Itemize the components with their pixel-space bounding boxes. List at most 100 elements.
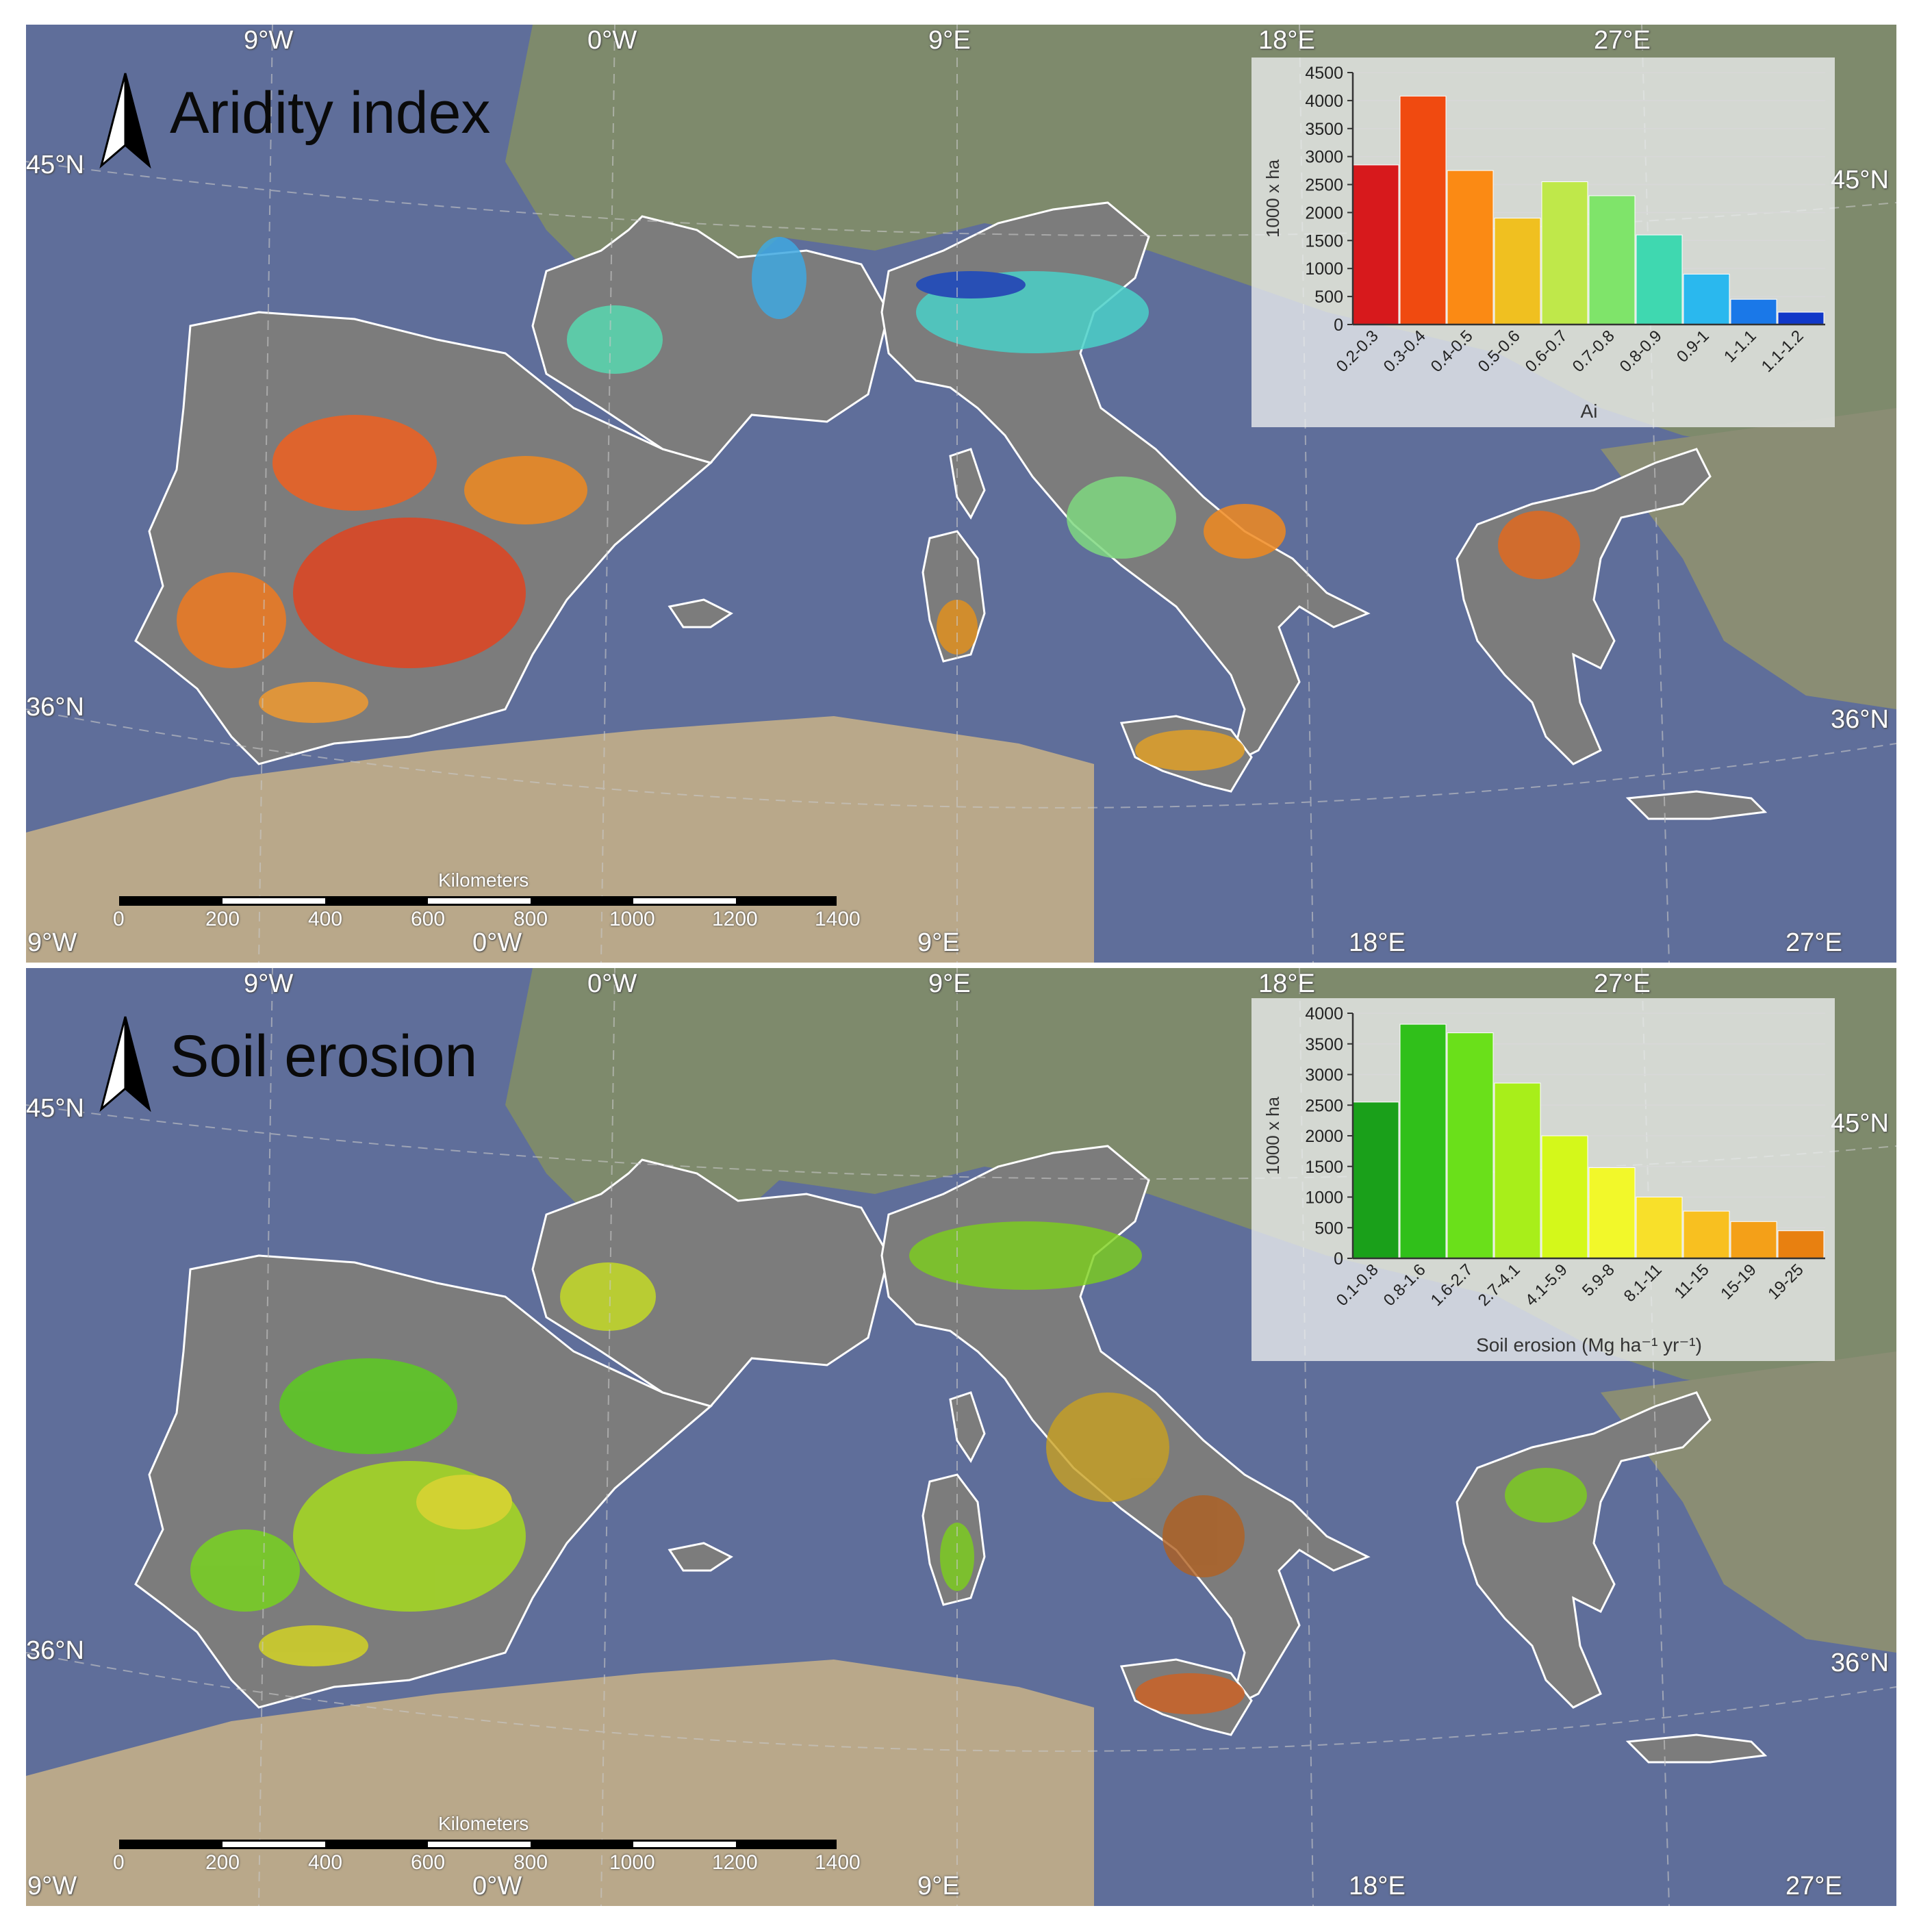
lat-label: 36°N <box>26 1636 84 1665</box>
erosion-patch <box>1135 1673 1245 1714</box>
lat-label: 45°N <box>26 1094 84 1123</box>
lat-label: 45°N <box>26 151 84 179</box>
bar <box>1636 234 1683 325</box>
bar <box>1541 1135 1588 1259</box>
north-arrow-icon <box>99 73 151 169</box>
crete <box>1625 1733 1768 1764</box>
y-tick-label: 4000 <box>1305 92 1343 111</box>
aridity-patch <box>1067 476 1176 559</box>
panel-title: Aridity index <box>170 80 491 146</box>
x-tick-label: 8.1-11 <box>1621 1260 1666 1306</box>
lon-label: 18°E <box>1349 1872 1406 1901</box>
scale-bar-segment <box>633 898 736 904</box>
y-tick-label: 0 <box>1334 316 1343 335</box>
scale-bar-segment <box>223 898 325 904</box>
bar <box>1541 181 1588 325</box>
x-tick-label: 0.3-0.4 <box>1380 327 1429 376</box>
lon-label: 27°E <box>1785 1872 1842 1901</box>
lat-label: 36°N <box>1831 705 1889 734</box>
bar <box>1588 1167 1636 1259</box>
scale-bar-tick: 200 <box>205 1851 240 1874</box>
scale-bar-tick: 1400 <box>815 1851 861 1874</box>
lon-label: 0°W <box>472 928 522 957</box>
aridity-patch <box>293 518 526 668</box>
bar <box>1683 273 1730 325</box>
lon-label: 18°E <box>1258 26 1315 55</box>
erosion-patch <box>1162 1495 1245 1577</box>
lon-label: 0°W <box>587 969 637 998</box>
bar <box>1777 1230 1825 1259</box>
aridity-overlay <box>177 237 1580 771</box>
north-arrow-icon <box>99 1016 151 1113</box>
y-tick-label: 500 <box>1314 1219 1343 1238</box>
lon-label: 0°W <box>472 1872 522 1901</box>
corsica <box>949 1391 986 1463</box>
lon-label: 9°E <box>917 928 960 957</box>
y-tick-label: 1000 <box>1305 259 1343 279</box>
corsica <box>949 448 986 520</box>
y-tick-label: 500 <box>1314 288 1343 307</box>
erosion-patch <box>909 1221 1142 1290</box>
scale-bar-tick: 0 <box>113 908 125 930</box>
scale-bar-tick: 400 <box>308 908 343 930</box>
lon-label: 18°E <box>1258 969 1315 998</box>
scale-bar-unit: Kilometers <box>438 869 529 891</box>
scale-bar-tick: 1000 <box>609 1851 655 1874</box>
france-south-study-area <box>531 1158 890 1408</box>
aridity-patch <box>177 572 286 668</box>
x-tick-label: 1.6-2.7 <box>1427 1260 1477 1310</box>
lon-label: 9°E <box>928 26 971 55</box>
scale-bar-tick: 400 <box>308 1851 343 1874</box>
bar <box>1494 218 1541 325</box>
aridity-patch <box>259 682 368 723</box>
lon-label: 9°E <box>917 1872 960 1901</box>
x-axis-title: Ai <box>1581 401 1598 422</box>
lon-label: 0°W <box>587 26 637 55</box>
aridity-patch <box>567 305 663 374</box>
aridity-patch <box>1135 730 1245 771</box>
bar <box>1636 1197 1683 1259</box>
scale-bar-tick: 800 <box>513 908 548 930</box>
bar <box>1399 95 1447 325</box>
x-tick-label: 5.9-8 <box>1579 1260 1618 1300</box>
lat-label: 45°N <box>1831 1109 1889 1138</box>
bar <box>1494 1082 1541 1259</box>
scale-bar-tick: 1200 <box>712 908 758 930</box>
y-axis-title: 1000 x ha <box>1262 1096 1283 1175</box>
y-tick-label: 3500 <box>1305 1035 1343 1054</box>
y-tick-label: 1500 <box>1305 231 1343 251</box>
histogram-svg: 0500100015002000250030003500400045000.2-… <box>1262 64 1825 422</box>
scale-bar-tick: 1000 <box>609 908 655 930</box>
y-tick-label: 2500 <box>1305 176 1343 195</box>
x-tick-label: 0.6-0.7 <box>1522 327 1571 376</box>
erosion-patch <box>279 1358 457 1454</box>
y-tick-label: 1500 <box>1305 1158 1343 1177</box>
aridity-patch <box>464 456 587 524</box>
lon-label: 27°E <box>1785 928 1842 957</box>
aridity-patch <box>916 271 1026 298</box>
crete <box>1625 790 1768 820</box>
bar <box>1730 1221 1777 1259</box>
lon-label: 18°E <box>1349 928 1406 957</box>
x-tick-label: 0.5-0.6 <box>1475 327 1524 376</box>
x-tick-label: 19-25 <box>1764 1260 1807 1304</box>
lon-label: 9°W <box>244 969 294 998</box>
lon-label: 9°W <box>27 1872 77 1901</box>
x-axis-title: Soil erosion (Mg ha⁻¹ yr⁻¹) <box>1476 1334 1702 1356</box>
x-tick-label: 11-15 <box>1671 1260 1713 1302</box>
balearic-islands <box>668 598 733 628</box>
y-tick-label: 2500 <box>1305 1096 1343 1115</box>
x-tick-label: 1.1-1.2 <box>1758 327 1807 376</box>
erosion-patch <box>416 1475 512 1529</box>
y-tick-label: 3500 <box>1305 120 1343 139</box>
x-tick-label: 1-1.1 <box>1720 327 1760 366</box>
balearic-islands <box>668 1542 733 1572</box>
bar <box>1399 1024 1447 1259</box>
graticule-line <box>600 25 615 963</box>
bar <box>1730 298 1777 325</box>
lon-label: 9°E <box>928 969 971 998</box>
greece-study-area <box>1456 1391 1712 1709</box>
aridity-patch <box>1204 504 1286 559</box>
bar <box>1588 195 1636 325</box>
y-tick-label: 4500 <box>1305 64 1343 83</box>
